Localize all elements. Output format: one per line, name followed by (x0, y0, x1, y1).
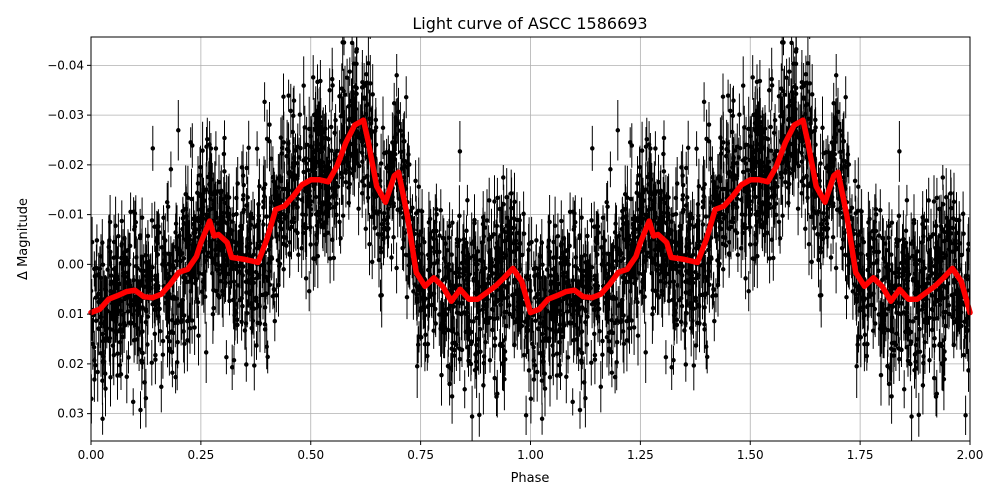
x-tick-label: 1.75 (847, 448, 874, 462)
y-axis: −0.04 −0.03 −0.02 −0.01 0.00 0.01 0.02 0.03 (47, 58, 91, 421)
y-tick-label: −0.03 (47, 108, 84, 122)
x-tick-label: 1.50 (737, 448, 764, 462)
chart-title: Light curve of ASCC 1586693 (412, 14, 647, 33)
x-tick-label: 1.25 (627, 448, 654, 462)
y-tick-label: −0.01 (47, 208, 84, 222)
y-tick-label: −0.02 (47, 158, 84, 172)
y-axis-label: Δ Magnitude (16, 198, 31, 280)
y-tick-label: 0.01 (57, 307, 84, 321)
y-tick-label: 0.00 (57, 257, 84, 271)
x-tick-label: 0.50 (297, 448, 324, 462)
x-axis-label: Phase (511, 471, 550, 486)
x-tick-label: 0.25 (188, 448, 215, 462)
x-tick-label: 1.00 (517, 448, 544, 462)
x-tick-label: 0.00 (78, 448, 105, 462)
x-tick-label: 0.75 (407, 448, 434, 462)
x-axis: 0.00 0.25 0.50 0.75 1.00 1.25 1.50 1.75 2.00 (78, 441, 984, 462)
y-tick-label: 0.03 (57, 407, 84, 421)
x-tick-label: 2.00 (957, 448, 984, 462)
y-tick-label: 0.02 (57, 357, 84, 371)
model-curve (88, 117, 973, 316)
y-tick-label: −0.04 (47, 58, 84, 72)
